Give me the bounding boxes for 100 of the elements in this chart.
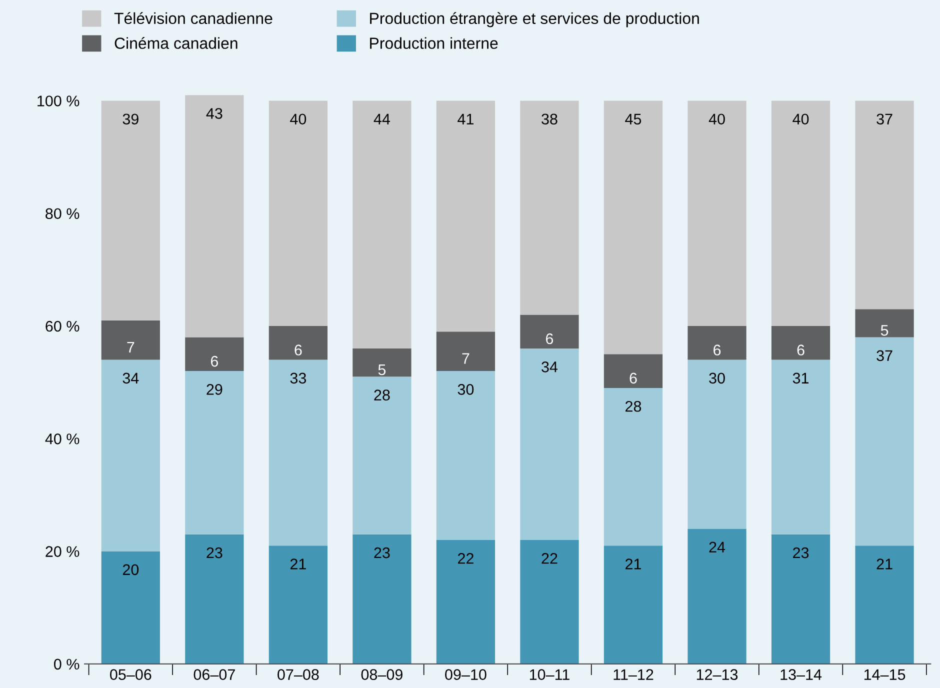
data-label: 5 [378, 364, 386, 376]
data-label: 28 [626, 400, 642, 412]
data-label: 22 [542, 553, 558, 564]
data-label: 33 [290, 372, 306, 384]
data-label: 41 [458, 114, 474, 124]
bar [268, 100, 328, 326]
legend-label: Télévision canadienne [114, 12, 272, 24]
bar [268, 326, 328, 360]
data-label: 30 [709, 372, 725, 384]
y-tick-label: 40 % [45, 434, 80, 444]
bar [101, 100, 160, 320]
bar [185, 371, 244, 534]
data-label: 7 [462, 353, 470, 364]
legend-label: Production interne [370, 37, 498, 49]
y-tick-label: 20 % [46, 546, 80, 557]
data-label: 21 [626, 558, 641, 570]
x-tick-label: 11–12 [614, 669, 654, 680]
data-label: 7 [127, 342, 134, 352]
bar [520, 100, 579, 315]
y-tick-label: 0 % [54, 658, 80, 670]
x-tick-label: 10–11 [530, 669, 570, 680]
bar [855, 546, 914, 664]
bar [688, 100, 746, 326]
bar [520, 314, 579, 349]
y-tick-label: 80 % [46, 208, 80, 220]
bar [771, 100, 830, 326]
data-label: 6 [546, 333, 554, 344]
bar [604, 388, 663, 546]
bar [101, 320, 160, 360]
data-label: 40 [708, 114, 725, 125]
data-label: 21 [876, 558, 892, 570]
x-tick-label: 06–07 [194, 669, 235, 680]
data-label: 6 [294, 344, 302, 356]
data-label: 34 [122, 372, 139, 384]
data-label: 43 [206, 108, 222, 119]
data-label: 22 [458, 553, 474, 564]
data-label: 23 [793, 547, 809, 558]
bar [520, 348, 579, 540]
bar [855, 100, 914, 310]
x-tick-label: 12–13 [696, 669, 738, 680]
bar [771, 360, 830, 534]
data-label: 28 [374, 390, 390, 400]
data-label: 37 [876, 114, 892, 125]
data-label: 40 [290, 114, 306, 125]
data-label: 45 [625, 114, 642, 125]
bar [604, 546, 663, 664]
bar [101, 551, 160, 664]
data-label: 6 [797, 344, 804, 356]
bar [352, 534, 412, 664]
legend-label: Cinéma canadien [114, 37, 238, 49]
bar [688, 326, 746, 360]
bar [101, 360, 160, 552]
bar [604, 354, 663, 388]
bar [352, 376, 412, 534]
y-tick-label: 100 % [38, 96, 80, 106]
bar [436, 371, 496, 540]
data-label: 44 [374, 114, 390, 124]
data-label: 30 [458, 384, 474, 395]
data-label: 39 [122, 114, 138, 125]
data-label: 23 [374, 547, 390, 558]
bar [436, 332, 496, 372]
x-tick-label: 09–10 [445, 669, 486, 680]
bar [604, 100, 663, 354]
bar [688, 528, 746, 664]
data-label: 5 [880, 325, 888, 336]
x-tick-label: 05–06 [110, 669, 152, 680]
data-label: 34 [542, 362, 558, 372]
data-label: 20 [122, 564, 139, 576]
data-label: 31 [792, 372, 809, 384]
y-tick-label: 60 % [46, 320, 80, 332]
x-tick-label: 13–14 [780, 669, 822, 680]
bar [185, 95, 244, 338]
data-label: 6 [210, 356, 218, 367]
bar [268, 546, 328, 664]
x-tick-label: 08–09 [361, 669, 402, 680]
data-label: 6 [630, 372, 637, 384]
bar [855, 337, 914, 546]
bar [352, 348, 412, 377]
bar [520, 540, 579, 664]
data-label: 21 [290, 558, 306, 570]
bar [185, 534, 244, 664]
bar [771, 326, 830, 360]
data-label: 29 [206, 384, 222, 395]
data-label: 23 [206, 547, 222, 558]
x-tick-label: 07–08 [278, 669, 319, 680]
bar [436, 540, 496, 664]
x-tick-label: 14–15 [864, 669, 906, 680]
bar [688, 360, 746, 529]
bar [268, 360, 328, 546]
data-label: 6 [714, 344, 721, 356]
data-label: 24 [709, 542, 726, 552]
data-label: 37 [876, 350, 892, 362]
bar [855, 309, 914, 338]
bar [352, 100, 412, 349]
bar [185, 337, 244, 372]
legend-label: Production étrangère et services de production [370, 12, 699, 28]
bar [436, 100, 496, 332]
bar [771, 534, 830, 664]
data-label: 40 [792, 114, 809, 125]
data-label: 38 [542, 114, 558, 125]
